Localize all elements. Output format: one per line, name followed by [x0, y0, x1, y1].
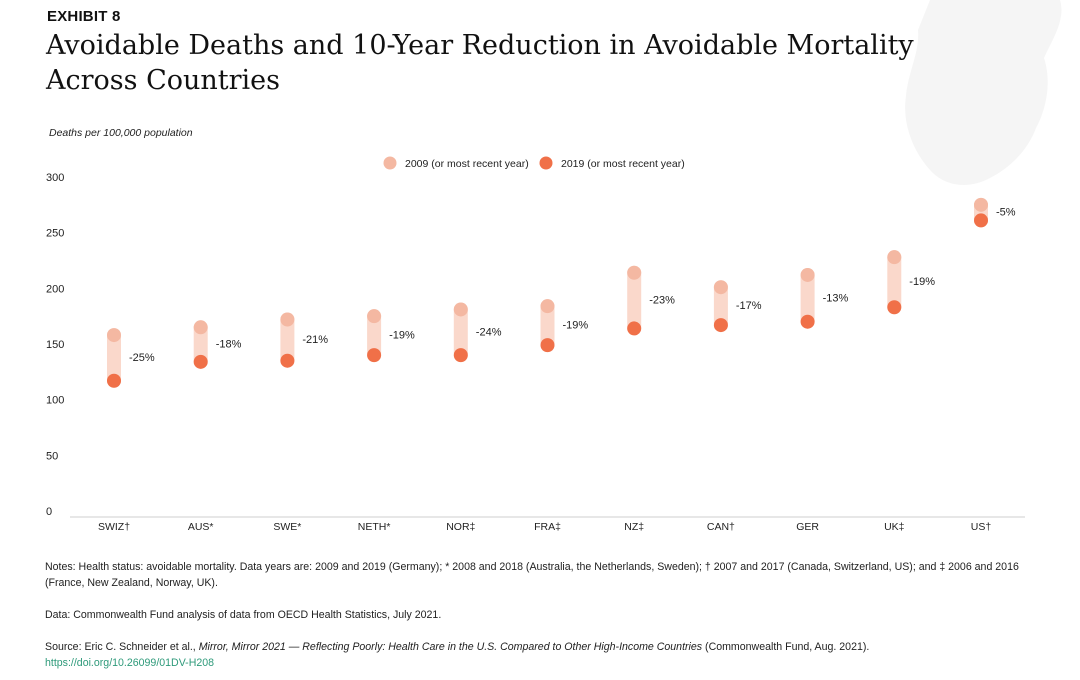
change-band	[887, 250, 902, 315]
watermark-logo	[905, 0, 1062, 185]
change-label: -24%	[476, 326, 502, 338]
legend: 2009 (or most recent year) 2019 (or most…	[383, 156, 685, 170]
notes-data-source: Data: Commonwealth Fund analysis of data…	[45, 609, 442, 621]
marker-2019	[713, 318, 728, 333]
marker-2009	[974, 197, 988, 212]
marker-2009	[713, 280, 728, 295]
dumbbell-1: -18%	[193, 320, 242, 369]
x-tick-label: AUS*	[188, 521, 214, 533]
marker-2009	[193, 320, 208, 335]
notes-citation: Source: Eric C. Schneider et al., Mirror…	[45, 639, 1040, 655]
dumbbell-10: -5%	[974, 197, 1016, 228]
change-band	[800, 267, 815, 329]
marker-2019	[453, 348, 468, 363]
dumbbell-9: -19%	[887, 250, 935, 315]
change-label: -18%	[216, 339, 242, 351]
y-axis-label: Deaths per 100,000 population	[49, 127, 193, 139]
dumbbell-3: -19%	[367, 309, 415, 363]
dumbbell-6: -23%	[627, 265, 675, 336]
doi-link[interactable]: https://doi.org/10.26099/01DV-H208	[45, 657, 215, 669]
change-label: -23%	[649, 295, 675, 307]
marker-2019	[627, 321, 642, 336]
marker-2009	[887, 250, 902, 265]
marker-2019	[887, 300, 902, 315]
marker-2009	[540, 299, 555, 314]
legend-label-2009: 2009 (or most recent year)	[405, 158, 529, 170]
marker-2009	[800, 267, 815, 282]
dumbbell-5: -19%	[540, 299, 589, 353]
notes-section: Notes: Health status: avoidable mortalit…	[45, 559, 1040, 671]
chart-title: Avoidable Deaths and 10-Year Reduction i…	[46, 30, 914, 96]
legend-label-2019: 2019 (or most recent year)	[561, 158, 685, 170]
dumbbell-4: -24%	[453, 302, 502, 363]
change-band	[280, 312, 295, 368]
marker-2019	[974, 213, 988, 228]
marker-2009	[280, 312, 295, 327]
dumbbell-0: -25%	[107, 328, 155, 388]
exhibit-label: EXHIBIT 8	[47, 8, 121, 25]
marker-2009	[367, 309, 382, 324]
x-tick-label: NZ‡	[624, 521, 644, 533]
x-tick-label: NOR‡	[446, 521, 475, 533]
y-tick-label: 150	[46, 339, 64, 351]
dumbbell-8: -13%	[800, 267, 849, 329]
marker-2019	[107, 373, 121, 388]
x-tick-label: FRA‡	[534, 521, 561, 533]
change-label: -17%	[736, 300, 762, 312]
x-tick-label: NETH*	[358, 521, 391, 533]
marker-2019	[280, 353, 295, 368]
x-tick-label: GER	[796, 521, 819, 533]
citation-title: Mirror, Mirror 2021 — Reflecting Poorly:…	[198, 641, 703, 653]
marker-2009	[453, 302, 468, 317]
citation-prefix: Source: Eric C. Schneider et al.,	[45, 641, 199, 653]
change-band	[367, 309, 382, 363]
change-band	[540, 299, 555, 353]
y-tick-label: 200	[46, 283, 64, 295]
y-tick-label: 300	[46, 172, 64, 184]
dumbbell-7: -17%	[713, 280, 762, 333]
marker-2019	[540, 338, 555, 353]
change-band	[107, 328, 121, 388]
dumbbell-2: -21%	[280, 312, 328, 368]
y-tick-label: 0	[46, 506, 52, 518]
change-label: -13%	[823, 292, 849, 304]
x-tick-label: SWIZ†	[98, 521, 130, 533]
change-band	[627, 265, 642, 336]
change-label: -19%	[909, 276, 935, 288]
x-axis: SWIZ† AUS* SWE* NETH* NOR‡ FRA‡ NZ‡ CAN† GER UK‡ U…	[98, 521, 991, 533]
x-tick-label: SWE*	[273, 521, 301, 533]
marker-2009	[107, 328, 121, 343]
x-tick-label: UK‡	[884, 521, 905, 533]
dumbbell-chart: Deaths per 100,000 population 2009 (or m…	[46, 127, 1025, 533]
y-axis: 0 50 100 150 200 250 300	[46, 172, 64, 518]
x-tick-label: CAN†	[707, 521, 735, 533]
data-marks: -25% -18% -21% -19% -24% -19% -23% -17% -13% -19%…	[107, 197, 1016, 388]
change-label: -5%	[996, 207, 1016, 219]
marker-2019	[800, 314, 815, 329]
x-tick-label: US†	[971, 521, 992, 533]
change-label: -19%	[389, 330, 415, 342]
change-label: -19%	[563, 320, 589, 332]
change-label: -25%	[129, 352, 155, 364]
y-tick-label: 50	[46, 450, 58, 462]
marker-2019	[367, 348, 382, 363]
citation-suffix: (Commonwealth Fund, Aug. 2021).	[702, 641, 870, 653]
legend-marker-2019	[539, 156, 553, 170]
y-tick-label: 250	[46, 228, 64, 240]
legend-marker-2009	[383, 156, 397, 170]
notes-health-status: Notes: Health status: avoidable mortalit…	[45, 561, 1019, 589]
marker-2019	[193, 354, 208, 369]
y-tick-label: 100	[46, 395, 64, 407]
marker-2009	[627, 265, 642, 280]
change-label: -21%	[302, 334, 328, 346]
change-band	[453, 302, 468, 363]
